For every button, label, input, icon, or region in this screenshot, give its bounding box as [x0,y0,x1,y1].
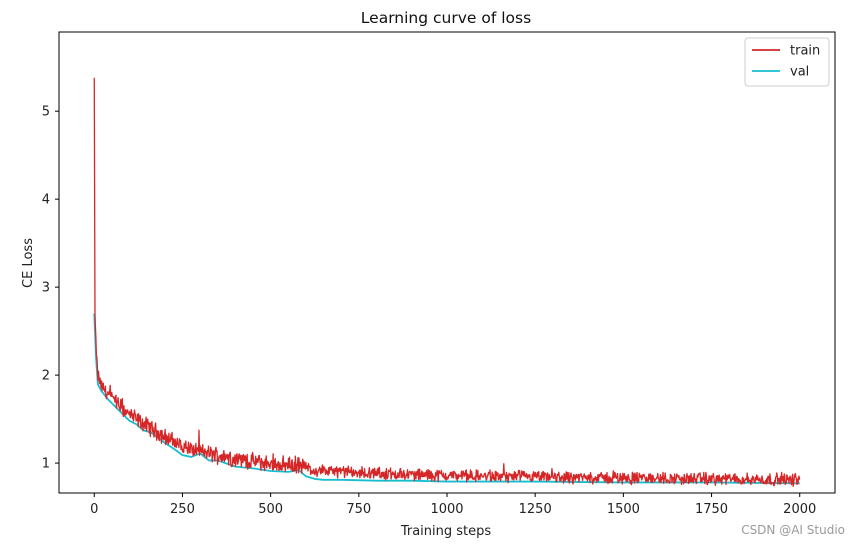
chart-title: Learning curve of loss [361,9,531,27]
legend-train-label: train [790,44,820,59]
series-line-train [93,77,801,487]
series-layer [93,77,801,487]
x-tick-label: 2000 [783,502,816,517]
y-tick-label: 2 [42,369,50,384]
y-tick-label: 3 [42,281,50,296]
y-tick-label: 1 [42,457,50,472]
x-tick-label: 0 [90,502,98,517]
x-tick-label: 1000 [430,502,463,517]
x-tick-label: 1750 [695,502,728,517]
x-tick-label: 250 [170,502,195,517]
x-tick-label: 1500 [607,502,640,517]
x-axis-ticks: 0 250 500 750 1000 1250 1500 1750 2000 [90,493,816,517]
legend: train val [744,37,830,87]
x-tick-label: 1250 [519,502,552,517]
y-tick-label: 5 [42,105,50,120]
x-tick-label: 500 [258,502,283,517]
legend-val-label: val [790,65,809,80]
y-axis-label: CE Loss [21,238,36,288]
x-axis-label: Training steps [400,524,492,539]
x-tick-label: 750 [346,502,371,517]
series-line-val [93,313,800,485]
plot-frame [58,31,836,494]
y-tick-label: 4 [42,193,50,208]
y-axis-ticks: 1 2 3 4 5 [42,105,59,472]
watermark: CSDN @AI Studio [741,523,845,537]
